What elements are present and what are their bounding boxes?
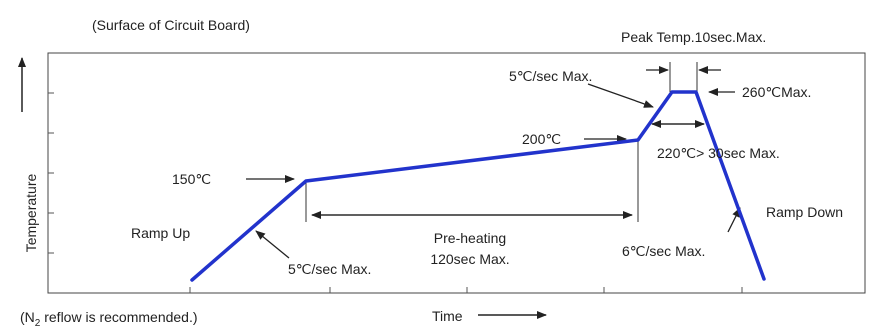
ramp-up-rate-label: 5℃/sec Max. [288, 261, 371, 277]
reflow-note-prefix: (N [20, 309, 35, 325]
temperature-profile-line [190, 90, 766, 282]
preheat-time-label: 120sec Max. [430, 251, 509, 267]
ramp-up-label: Ramp Up [131, 225, 190, 241]
temp-200-label: 200℃ [522, 131, 561, 147]
surface-note: (Surface of Circuit Board) [92, 17, 250, 33]
peak-260-label: 260℃Max. [742, 84, 811, 100]
reflow-note: (N2 reflow is recommended.) [20, 309, 198, 329]
reflow-note-subscript: 2 [35, 318, 41, 329]
arrow-ramp-up-rate [255, 230, 290, 259]
ramp-down-rate-label: 6℃/sec Max. [622, 243, 705, 259]
peak-temp-label: Peak Temp.10sec.Max. [621, 29, 766, 45]
y-axis-label: Temperature [23, 173, 39, 252]
x-axis-label: Time [432, 308, 463, 324]
x-ticks [189, 287, 743, 293]
above-220-label: 220℃> 30sec Max. [657, 145, 780, 161]
arrow-rise-rate [587, 83, 654, 108]
y-ticks [48, 92, 54, 254]
reflow-note-suffix: reflow is recommended.) [40, 309, 197, 325]
preheat-label: Pre-heating [434, 230, 506, 246]
temp-150-label: 150℃ [172, 171, 211, 187]
ramp-down-label: Ramp Down [766, 204, 843, 220]
rise-rate-label: 5℃/sec Max. [509, 68, 592, 84]
